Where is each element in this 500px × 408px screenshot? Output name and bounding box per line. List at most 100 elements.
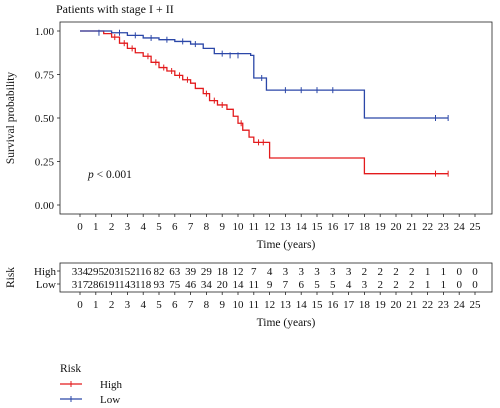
- y-tick-label: 1.00: [35, 26, 55, 38]
- risk-count: 18: [217, 266, 229, 278]
- risk-count: 3: [362, 279, 368, 291]
- risk-count: 116: [135, 266, 152, 278]
- legend: Risk High Low: [60, 363, 123, 406]
- risk-count: 34: [201, 279, 213, 291]
- risk-x-tick-label: 2: [109, 299, 115, 311]
- risk-count: 0: [472, 266, 478, 278]
- risk-count: 203: [103, 266, 120, 278]
- risk-count: 6: [298, 279, 304, 291]
- x-tick-label: 19: [375, 221, 387, 233]
- risk-count: 3: [283, 266, 289, 278]
- risk-count: 3: [298, 266, 304, 278]
- survival-curve-low: [80, 30, 449, 119]
- risk-x-tick-label: 16: [327, 299, 339, 311]
- legend-label-high: High: [100, 379, 123, 391]
- risk-count: 0: [472, 279, 478, 291]
- x-axis-label: Time (years): [257, 239, 316, 251]
- x-tick-label: 8: [204, 221, 210, 233]
- risk-count: 143: [119, 279, 136, 291]
- risk-x-tick-label: 4: [140, 299, 146, 311]
- risk-count: 118: [135, 279, 152, 291]
- risk-count: 2: [409, 279, 415, 291]
- x-tick-label: 7: [188, 221, 194, 233]
- risk-count: 3: [346, 266, 352, 278]
- x-tick-label: 4: [140, 221, 146, 233]
- x-tick-label: 10: [233, 221, 245, 233]
- risk-count: 1: [425, 266, 431, 278]
- risk-x-tick-label: 22: [422, 299, 433, 311]
- risk-count: 75: [169, 279, 181, 291]
- x-tick-label: 2: [109, 221, 115, 233]
- risk-count: 93: [154, 279, 166, 291]
- x-tick-label: 17: [343, 221, 355, 233]
- risk-count: 334: [72, 266, 89, 278]
- risk-x-tick-label: 21: [406, 299, 417, 311]
- y-tick-label: 0.25: [35, 157, 55, 169]
- x-tick-label: 0: [77, 221, 83, 233]
- risk-count: 12: [233, 266, 244, 278]
- risk-x-tick-label: 24: [454, 299, 466, 311]
- y-tick-label: 0.75: [35, 70, 55, 82]
- risk-count: 46: [185, 279, 197, 291]
- risk-count: 2: [393, 266, 399, 278]
- y-tick-label: 0.00: [35, 200, 55, 212]
- x-tick-label: 13: [280, 221, 292, 233]
- risk-x-axis-label: Time (years): [257, 317, 316, 329]
- x-tick-label: 5: [156, 221, 162, 233]
- survival-curve-high: [80, 30, 449, 175]
- risk-x-tick-label: 9: [219, 299, 225, 311]
- x-tick-label: 23: [438, 221, 450, 233]
- x-tick-label: 12: [264, 221, 275, 233]
- x-tick-label: 11: [249, 221, 260, 233]
- risk-count: 2: [409, 266, 415, 278]
- risk-count: 2: [377, 279, 383, 291]
- risk-count: 11: [249, 279, 260, 291]
- x-tick-label: 3: [125, 221, 131, 233]
- risk-count: 4: [267, 266, 273, 278]
- risk-count: 7: [251, 266, 257, 278]
- risk-count: 191: [103, 279, 120, 291]
- risk-count: 63: [169, 266, 181, 278]
- x-tick-label: 1: [93, 221, 99, 233]
- risk-table: Risk High 334 295 203 152 116 82 63 39 29 18 12 7 4 3 3 3…: [5, 262, 493, 329]
- risk-count: 0: [456, 279, 462, 291]
- risk-count: 20: [217, 279, 229, 291]
- risk-x-tick-label: 8: [204, 299, 210, 311]
- risk-x-tick-label: 3: [125, 299, 131, 311]
- risk-x-tick-label: 12: [264, 299, 275, 311]
- risk-x-tick-label: 11: [249, 299, 260, 311]
- risk-x-tick-label: 6: [172, 299, 178, 311]
- risk-x-tick-label: 18: [359, 299, 371, 311]
- risk-count: 295: [88, 266, 105, 278]
- y-axis-label: Survival probability: [5, 72, 17, 165]
- risk-x-tick-label: 25: [470, 299, 482, 311]
- risk-count: 2: [377, 266, 383, 278]
- risk-count: 0: [456, 266, 462, 278]
- risk-x-tick-label: 1: [93, 299, 99, 311]
- y-tick-label: 0.50: [35, 113, 55, 125]
- risk-count: 1: [441, 266, 447, 278]
- legend-label-low: Low: [100, 394, 120, 406]
- x-tick-label: 25: [470, 221, 482, 233]
- risk-x-tick-label: 0: [77, 299, 83, 311]
- risk-count: 4: [346, 279, 352, 291]
- risk-x-tick-label: 13: [280, 299, 292, 311]
- x-tick-label: 22: [422, 221, 433, 233]
- risk-x-tick-label: 20: [391, 299, 403, 311]
- x-tick-label: 24: [454, 221, 466, 233]
- x-tick-label: 6: [172, 221, 178, 233]
- risk-x-tick-label: 5: [156, 299, 162, 311]
- risk-x-tick-label: 23: [438, 299, 450, 311]
- legend-title: Risk: [60, 363, 81, 375]
- x-tick-label: 18: [359, 221, 371, 233]
- risk-x-tick-label: 19: [375, 299, 387, 311]
- chart-title: Patients with stage I + II: [56, 2, 174, 16]
- x-tick-label: 9: [219, 221, 225, 233]
- risk-count: 39: [185, 266, 197, 278]
- risk-x-tick-label: 14: [296, 299, 308, 311]
- risk-count: 152: [119, 266, 136, 278]
- risk-count: 82: [154, 266, 165, 278]
- risk-count: 1: [441, 279, 447, 291]
- risk-row-label-low: Low: [36, 279, 56, 291]
